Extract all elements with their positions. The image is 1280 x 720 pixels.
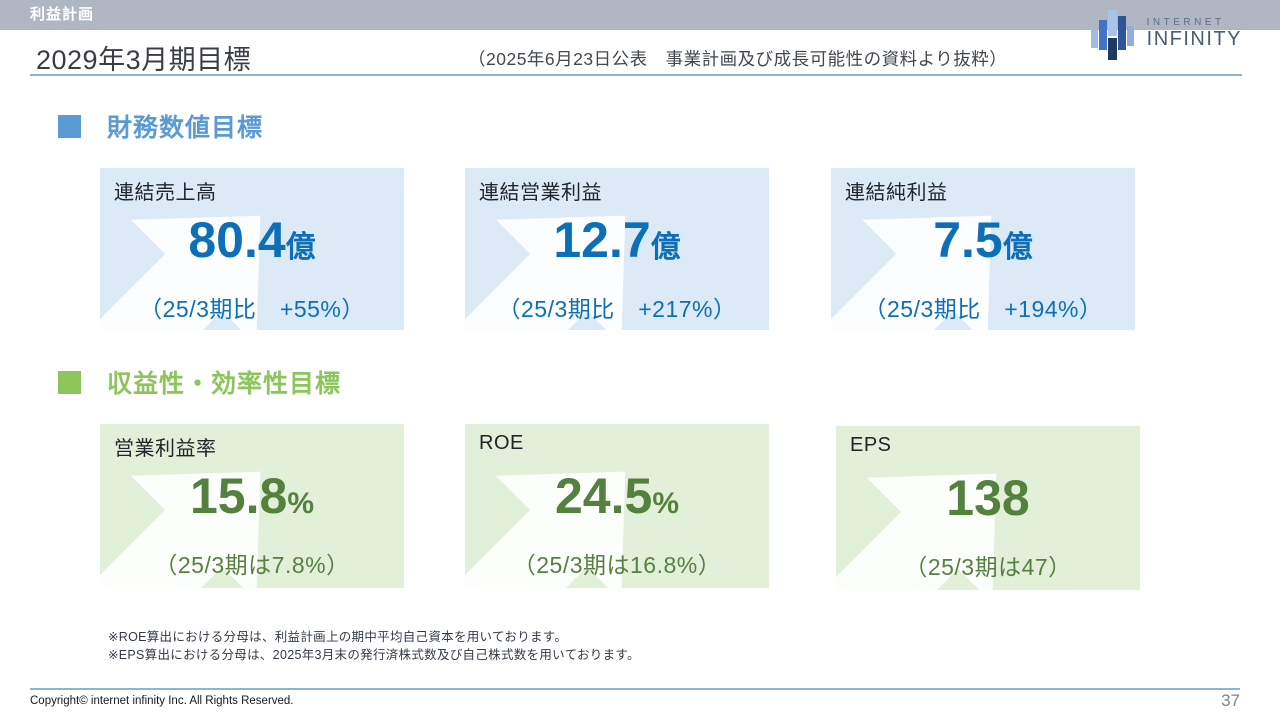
footnotes: ※ROE算出における分母は、利益計画上の期中平均自己資本を用いております。 ※E… xyxy=(108,629,640,664)
logo-text: INTERNET INFINITY xyxy=(1147,18,1242,50)
section-bullet-icon xyxy=(58,370,81,394)
section-heading-financial: 財務数値目標 xyxy=(58,108,263,144)
title-rule xyxy=(30,74,1242,76)
card-note: （25/3期は16.8%） xyxy=(512,552,722,578)
top-band: 利益計画 xyxy=(0,0,1280,30)
logo-blocks-icon xyxy=(1090,8,1137,60)
page-title: 2029年3月期目標 xyxy=(36,45,252,75)
card-value: 7.5億 xyxy=(933,212,1033,268)
card-value: 138 xyxy=(946,470,1030,526)
card-label: 連結営業利益 xyxy=(479,182,602,204)
card-note: （25/3期比 +217%） xyxy=(497,296,737,322)
card-value: 15.8% xyxy=(189,468,314,524)
card-label: 連結純利益 xyxy=(845,182,948,204)
footer-rule xyxy=(30,688,1240,690)
slide-tag: 利益計画 xyxy=(30,6,95,23)
page-number: 37 xyxy=(1221,691,1240,710)
card-consolidated-sales: 連結売上高 80.4億 （25/3期比 +55%） xyxy=(100,168,404,330)
section-heading-profitability: 収益性・効率性目標 xyxy=(58,364,341,400)
card-net-profit: 連結純利益 7.5億 （25/3期比 +194%） xyxy=(831,168,1135,330)
card-operating-profit: 連結営業利益 12.7億 （25/3期比 +217%） xyxy=(465,168,769,330)
card-operating-margin: 営業利益率 15.8% （25/3期は7.8%） xyxy=(100,424,404,588)
up-right-arrow-icon xyxy=(836,473,997,590)
card-value: 24.5% xyxy=(554,468,679,524)
card-note: （25/3期は47） xyxy=(904,554,1072,580)
card-note: （25/3期は7.8%） xyxy=(154,552,350,578)
footnote-eps: ※EPS算出における分母は、2025年3月末の発行済株式数及び自己株式数を用いて… xyxy=(108,647,640,662)
up-right-arrow-icon xyxy=(465,215,626,330)
page-subtitle: （2025年6月23日公表 事業計画及び成長可能性の資料より抜粋） xyxy=(468,49,1008,69)
logo-line1: INTERNET xyxy=(1146,17,1225,29)
card-label: 営業利益率 xyxy=(114,438,217,460)
card-label: EPS xyxy=(850,434,892,456)
card-value: 80.4億 xyxy=(188,212,316,268)
section-heading-label: 財務数値目標 xyxy=(107,114,264,142)
copyright-text: Copyright© internet infinity Inc. All Ri… xyxy=(30,695,294,707)
section-bullet-icon xyxy=(58,114,81,138)
card-note: （25/3期比 +55%） xyxy=(139,296,365,322)
logo-line2: INFINITY xyxy=(1146,27,1242,50)
card-eps: EPS 138 （25/3期は47） xyxy=(836,426,1140,590)
footnote-roe: ※ROE算出における分母は、利益計画上の期中平均自己資本を用いております。 xyxy=(108,630,568,644)
section-heading-label: 収益性・効率性目標 xyxy=(107,370,342,398)
card-label: ROE xyxy=(479,432,524,454)
up-right-arrow-icon xyxy=(100,471,261,588)
up-right-arrow-icon xyxy=(100,215,261,330)
card-note: （25/3期比 +194%） xyxy=(863,296,1103,322)
up-right-arrow-icon xyxy=(831,215,992,330)
card-value: 12.7億 xyxy=(553,212,681,268)
card-roe: ROE 24.5% （25/3期は16.8%） xyxy=(465,424,769,588)
up-right-arrow-icon xyxy=(465,471,626,588)
company-logo: INTERNET INFINITY xyxy=(1090,8,1242,60)
card-label: 連結売上高 xyxy=(114,182,217,204)
